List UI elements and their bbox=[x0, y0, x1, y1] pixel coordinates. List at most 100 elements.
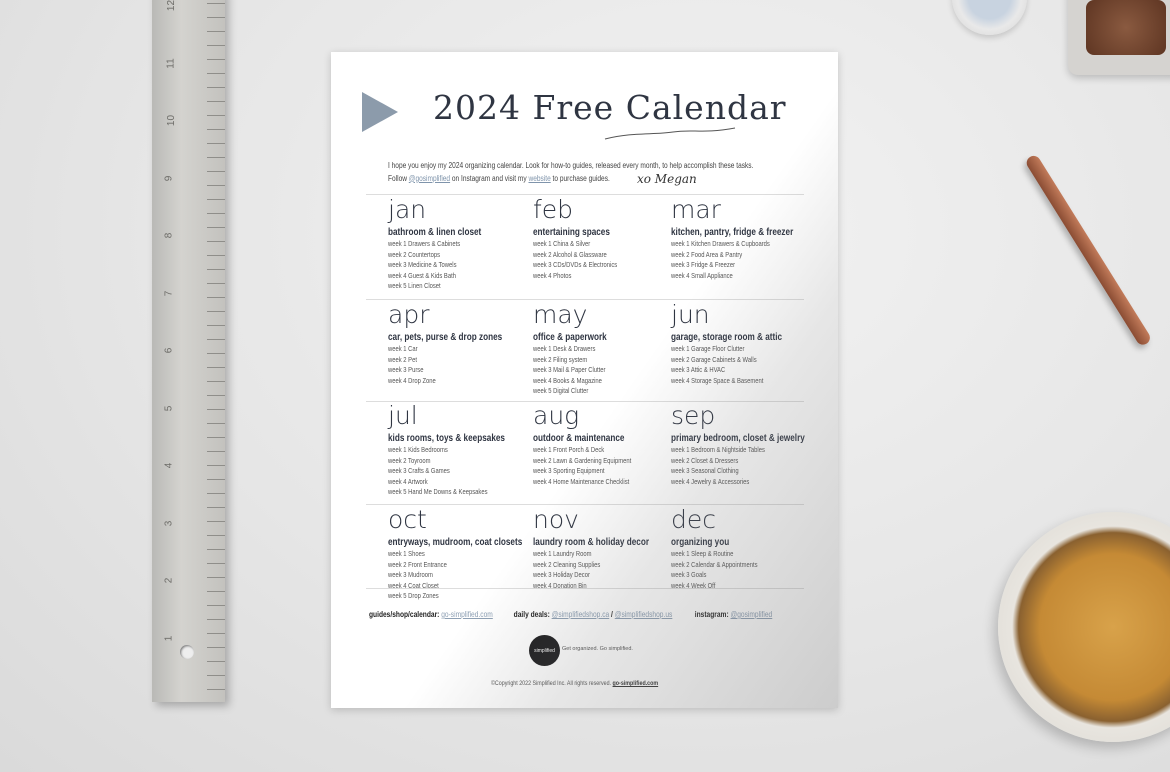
week-task: week 5 Hand Me Downs & Keepsakes bbox=[388, 487, 488, 496]
week-task: week 2 Filing system bbox=[533, 354, 588, 364]
week-task: week 4 Small Appliance bbox=[671, 270, 733, 280]
nut-jar bbox=[1068, 0, 1170, 75]
week-task: week 4 Donation Bin bbox=[533, 580, 587, 590]
divider bbox=[366, 588, 804, 589]
week-task: week 1 Garage Floor Clutter bbox=[671, 344, 745, 353]
ruler-number: 7 bbox=[163, 290, 175, 296]
ruler-number: 12 bbox=[166, 0, 178, 12]
week-task: week 4 Coat Closet bbox=[388, 580, 439, 590]
tagline: Get organized. Go simplified. bbox=[562, 646, 633, 652]
week-task: week 3 Attic & HVAC bbox=[671, 365, 726, 374]
ruler-number: 8 bbox=[163, 232, 175, 239]
week-task: week 3 Medicine & Towels bbox=[388, 260, 457, 269]
footer-links: guides/shop/calendar: go-simplified.com … bbox=[369, 609, 772, 619]
intro-mid: on Instagram and visit my bbox=[450, 173, 529, 183]
footer-instagram-link[interactable]: @gosimplified bbox=[730, 609, 773, 619]
week-task: week 4 Drop Zone bbox=[388, 375, 436, 385]
calendar-page: 2024 Free Calendar I hope you enjoy my 2… bbox=[331, 52, 838, 708]
week-task: week 3 Crafts & Games bbox=[388, 466, 450, 475]
ruler-number: 2 bbox=[163, 577, 175, 584]
week-task: week 2 Food Area & Pantry bbox=[671, 249, 743, 259]
month-name: aug bbox=[533, 401, 580, 430]
page-title: 2024 Free Calendar bbox=[433, 88, 787, 127]
deals-label: daily deals: bbox=[513, 609, 552, 619]
month-sep: sep primary bedroom, closet & jewelry week… bbox=[671, 403, 821, 487]
month-theme: entryways, mudroom, coat closets bbox=[388, 536, 523, 548]
week-task: week 2 Pet bbox=[388, 354, 417, 364]
week-task: week 4 Guest & Kids Bath bbox=[388, 270, 456, 280]
divider bbox=[366, 194, 804, 195]
week-task: week 2 Closet & Dressers bbox=[671, 455, 739, 465]
deals-sep: / bbox=[609, 609, 615, 619]
week-task: week 5 Linen Closet bbox=[388, 281, 441, 290]
month-theme: office & paperwork bbox=[533, 331, 607, 343]
guides-label: guides/shop/calendar: bbox=[369, 609, 442, 619]
week-task: week 2 Front Entrance bbox=[388, 559, 447, 569]
month-name: dec bbox=[671, 505, 716, 534]
month-name: apr bbox=[388, 300, 430, 329]
divider bbox=[366, 401, 804, 402]
intro-line: I hope you enjoy my 2024 organizing cale… bbox=[388, 161, 754, 170]
copyright-text: ©Copyright 2022 Simplified Inc. All righ… bbox=[491, 680, 613, 687]
week-task: week 1 China & Silver bbox=[533, 239, 591, 248]
week-task: week 1 Desk & Drawers bbox=[533, 344, 596, 353]
website-link[interactable]: website bbox=[528, 173, 551, 183]
divider bbox=[366, 504, 804, 505]
month-theme: kids rooms, toys & keepsakes bbox=[388, 432, 505, 444]
copyright-link[interactable]: go-simplified.com bbox=[612, 680, 659, 687]
month-name: mar bbox=[671, 195, 721, 224]
month-theme: organizing you bbox=[671, 536, 730, 548]
month-may: may office & paperwork week 1 Desk & Drawe… bbox=[533, 302, 683, 397]
week-task: week 1 Bedroom & Nightside Tables bbox=[671, 445, 765, 454]
month-dec: dec organizing you week 1 Sleep & Routine w… bbox=[671, 507, 821, 591]
swoosh-decoration bbox=[604, 127, 736, 140]
week-task: week 4 Books & Magazine bbox=[533, 375, 602, 385]
month-name: nov bbox=[533, 505, 579, 534]
coffee-cup bbox=[998, 512, 1170, 742]
week-task: week 3 Seasonal Clothing bbox=[671, 466, 739, 475]
ruler: 12 11 10 9 8 7 6 5 4 3 2 1 bbox=[152, 0, 225, 702]
simplified-logo: simplified bbox=[529, 635, 560, 666]
month-name: may bbox=[533, 300, 588, 329]
week-task: week 1 Front Porch & Deck bbox=[533, 445, 605, 454]
deals-link-ca[interactable]: @simplifiedshop.ca bbox=[551, 609, 610, 619]
ruler-number: 5 bbox=[163, 405, 175, 411]
week-task: week 2 Alcohol & Glassware bbox=[533, 249, 607, 259]
month-mar: mar kitchen, pantry, fridge & freezer week… bbox=[671, 197, 821, 281]
ruler-number: 6 bbox=[163, 347, 175, 354]
month-theme: bathroom & linen closet bbox=[388, 226, 482, 238]
guides-link[interactable]: go-simplified.com bbox=[441, 609, 493, 619]
instagram-label: instagram: bbox=[694, 609, 731, 619]
week-task: week 1 Shoes bbox=[388, 549, 425, 558]
week-task: week 3 Mail & Paper Clutter bbox=[533, 365, 606, 374]
month-theme: kitchen, pantry, fridge & freezer bbox=[671, 226, 794, 238]
month-name: jul bbox=[388, 401, 418, 430]
month-aug: aug outdoor & maintenance week 1 Front Por… bbox=[533, 403, 683, 487]
week-task: week 4 Home Maintenance Checklist bbox=[533, 476, 630, 486]
week-task: week 3 Purse bbox=[388, 365, 424, 374]
intro-end: to purchase guides. bbox=[550, 173, 610, 183]
week-task: week 3 Fridge & Freezer bbox=[671, 260, 736, 269]
copyright: ©Copyright 2022 Simplified Inc. All righ… bbox=[491, 680, 658, 687]
week-task: week 2 Cleaning Supplies bbox=[533, 559, 601, 569]
week-task: week 1 Kids Bedrooms bbox=[388, 445, 448, 454]
ruler-number: 1 bbox=[163, 635, 175, 641]
week-task: week 1 Drawers & Cabinets bbox=[388, 239, 461, 248]
divider bbox=[366, 299, 804, 300]
month-jul: jul kids rooms, toys & keepsakes week 1 Ki… bbox=[388, 403, 538, 498]
instagram-link[interactable]: @gosimplified bbox=[408, 173, 451, 183]
week-task: week 1 Car bbox=[388, 344, 418, 353]
week-task: week 2 Calendar & Appointments bbox=[671, 559, 758, 569]
pen bbox=[1024, 153, 1153, 348]
month-name: jun bbox=[671, 300, 710, 329]
month-nov: nov laundry room & holiday decor week 1 La… bbox=[533, 507, 683, 591]
month-theme: primary bedroom, closet & jewelry bbox=[671, 432, 805, 444]
week-task: week 3 Sporting Equipment bbox=[533, 466, 605, 475]
month-theme: laundry room & holiday decor bbox=[533, 536, 650, 548]
month-feb: feb entertaining spaces week 1 China & Sil… bbox=[533, 197, 683, 281]
deals-link-us[interactable]: @simplifiedshop.us bbox=[614, 609, 673, 619]
week-task: week 4 Photos bbox=[533, 270, 572, 280]
month-name: jan bbox=[388, 195, 427, 224]
ruler-number: 3 bbox=[163, 520, 175, 526]
week-task: week 2 Countertops bbox=[388, 249, 441, 259]
